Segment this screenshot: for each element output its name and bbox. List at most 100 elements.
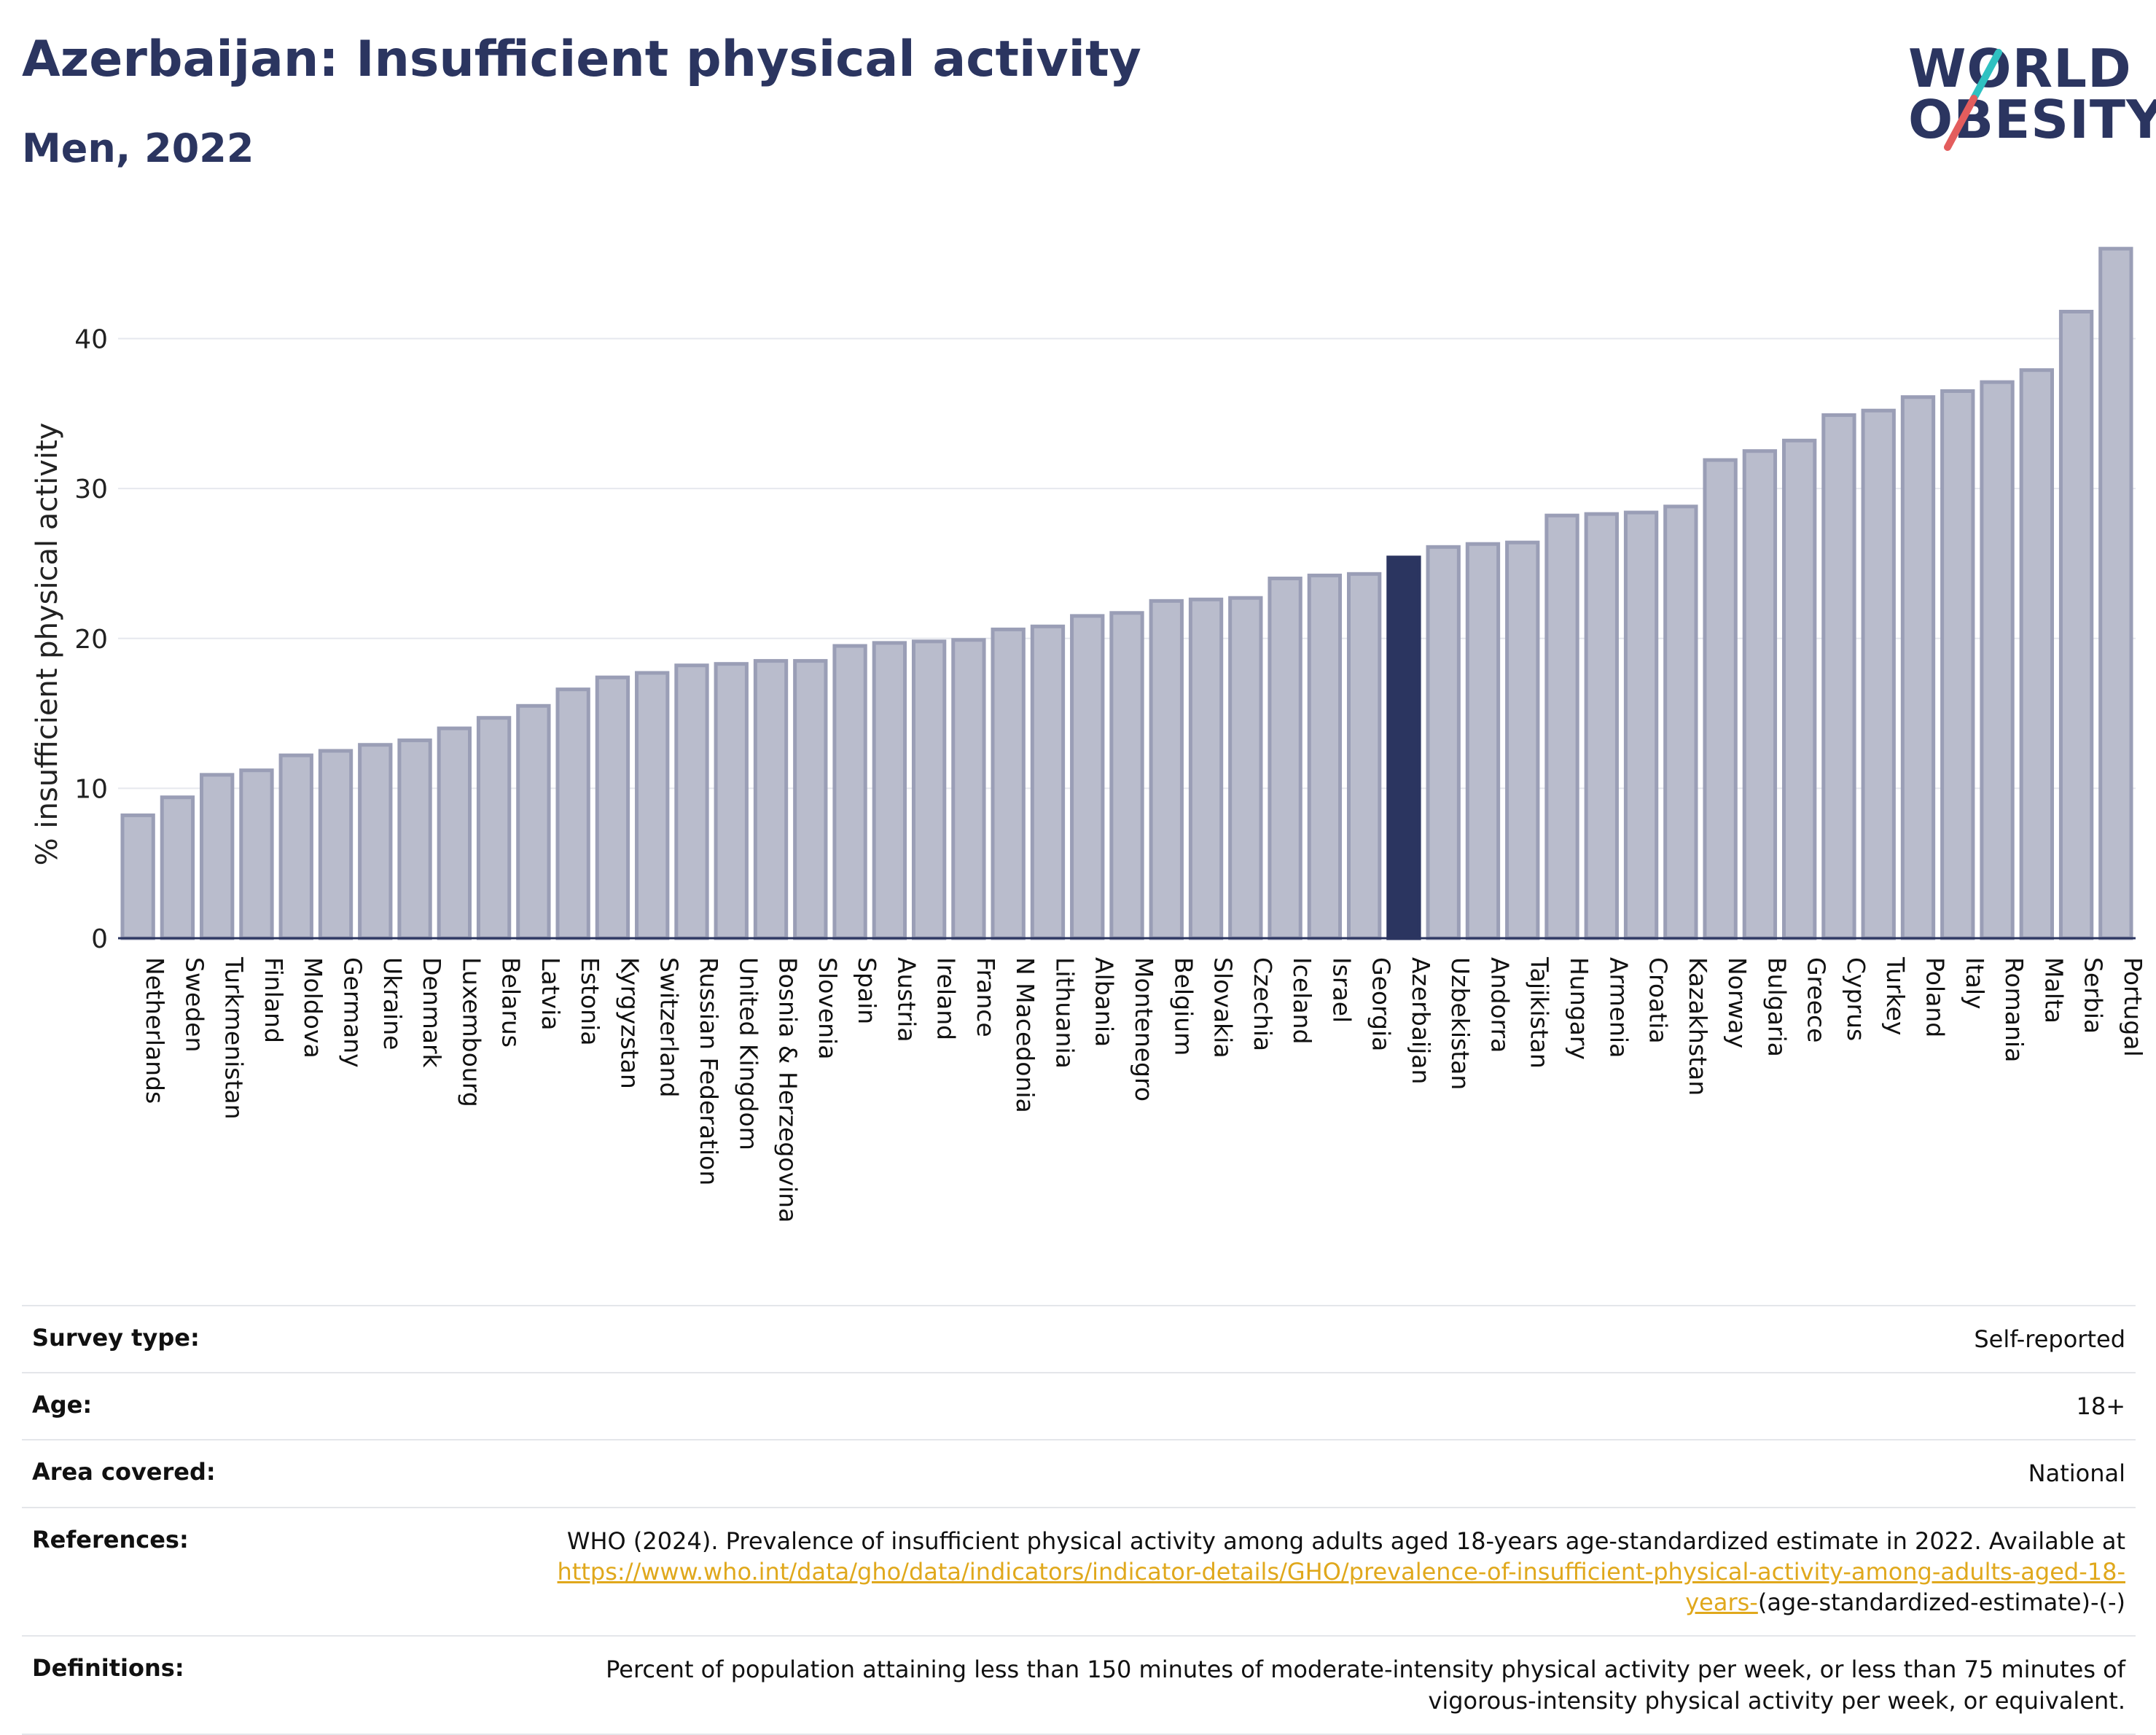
bar [595, 675, 630, 940]
x-tick-label: Slovakia [1209, 957, 1238, 1058]
logo-line-1: WORLD [1908, 38, 2132, 99]
x-tick-label: Uzbekistan [1446, 957, 1475, 1090]
age-label: Age: [32, 1391, 93, 1419]
x-tick-label: Azerbaijan [1407, 957, 1435, 1084]
bar [120, 813, 155, 940]
metadata-table: Survey type: Self-reported Age: 18+ Area… [22, 1305, 2136, 1735]
bar [1188, 597, 1224, 940]
x-tick-label: Malta [2039, 957, 2068, 1024]
bar [1544, 513, 1579, 940]
bar [278, 753, 313, 940]
x-tick-label: Turkmenistan [220, 956, 249, 1120]
bar [1465, 542, 1501, 940]
x-tick-label: Croatia [1644, 957, 1673, 1044]
x-tick-label: Lithuania [1050, 957, 1079, 1069]
bar-chart: 0 10 20 30 40 Netherlands Sweden Turkmenistan F… [31, 246, 2147, 1223]
x-tick-label: France [972, 957, 1000, 1037]
bar-highlighted [1386, 555, 1421, 940]
bar [793, 659, 828, 940]
x-tick-label: Albania [1090, 957, 1119, 1047]
bar [674, 663, 709, 940]
x-tick-label: Serbia [2079, 957, 2108, 1034]
bar [1980, 380, 2015, 940]
bar [911, 639, 947, 940]
reference-link[interactable]: https://www.who.int/data/gho/data/indica… [557, 1557, 2125, 1617]
x-tick-label: Luxembourg [457, 957, 485, 1107]
y-tick-label: 40 [74, 325, 108, 355]
bar [2098, 246, 2133, 940]
bar [358, 743, 393, 940]
x-tick-label: Austria [892, 957, 921, 1042]
bar [1149, 599, 1184, 940]
y-axis-title: % insufficient physical activity [31, 423, 64, 866]
x-tick-label: Latvia [536, 957, 565, 1030]
bar [397, 738, 432, 940]
meta-row-survey: Survey type: Self-reported [22, 1305, 2136, 1372]
bar [1703, 458, 1738, 940]
meta-row-references: References: WHO (2024). Prevalence of in… [22, 1506, 2136, 1636]
x-tick-label: United Kingdom [734, 957, 762, 1150]
bar [1584, 512, 1619, 940]
x-tick-label: Denmark [418, 957, 446, 1069]
x-tick-label: Belarus [497, 957, 526, 1048]
bar [1861, 408, 1896, 940]
meta-row-area: Area covered: National [22, 1439, 2136, 1506]
page-subtitle: Men, 2022 [22, 125, 254, 171]
x-tick-label: Tajikistan [1526, 956, 1554, 1069]
bar [1109, 611, 1144, 940]
x-tick-label: Sweden [180, 957, 208, 1052]
bar [1505, 540, 1540, 940]
bar [160, 795, 195, 940]
bar [1346, 572, 1382, 940]
bar [1940, 389, 1975, 940]
x-tick-label: Montenegro [1130, 957, 1158, 1102]
y-tick-label: 0 [91, 924, 108, 954]
x-tick-label: Armenia [1604, 957, 1633, 1058]
x-tick-label: Hungary [1565, 957, 1593, 1060]
references-label: References: [32, 1525, 189, 1553]
x-tick-label: Russian Federation [695, 957, 723, 1185]
x-tick-label: N Macedonia [1011, 957, 1039, 1113]
x-tick-label: Slovenia [813, 957, 842, 1059]
bar [1070, 614, 1105, 940]
bar [476, 716, 512, 940]
x-tick-label: Netherlands [141, 957, 169, 1104]
x-tick-label: Georgia [1367, 957, 1396, 1051]
bar [239, 768, 274, 940]
x-tick-label: Iceland [1288, 957, 1316, 1044]
bar [1900, 395, 1936, 940]
age-value: 18+ [2076, 1392, 2125, 1421]
y-tick-label: 20 [74, 625, 108, 655]
bar [1268, 577, 1302, 940]
x-tick-label: Italy [1961, 957, 1989, 1010]
x-tick-label: Poland [1921, 957, 1949, 1037]
x-tick-label: Switzerland [655, 957, 684, 1098]
x-tick-label: Turkey [1881, 956, 1910, 1035]
bar [437, 726, 472, 940]
x-tick-label: Spain [853, 957, 881, 1024]
x-tick-label: Belgium [1169, 957, 1198, 1056]
bar [635, 671, 670, 940]
bar [1663, 504, 1698, 940]
references-suffix: (age-standardized-estimate)-(-) [1757, 1588, 2125, 1617]
x-tick-label: Greece [1802, 957, 1831, 1042]
area-covered-label: Area covered: [32, 1458, 216, 1486]
references-text: WHO (2024). Prevalence of insufficient p… [566, 1527, 2125, 1555]
world-obesity-logo: WORLD OBESITY [1895, 29, 2156, 160]
definitions-label: Definitions: [32, 1654, 184, 1683]
x-tick-label: Portugal [2119, 957, 2147, 1057]
y-tick-label: 10 [74, 774, 108, 804]
x-tick-label: Kazakhstan [1684, 957, 1712, 1096]
x-tick-label: Norway [1723, 957, 1751, 1048]
x-tick-label: Czechia [1249, 957, 1277, 1051]
bar [714, 662, 749, 940]
bar [1623, 510, 1659, 940]
references-value: WHO (2024). Prevalence of insufficient p… [522, 1526, 2125, 1618]
bar [516, 703, 551, 940]
x-tick-label: Finland [259, 957, 288, 1043]
meta-row-definitions: Definitions: Percent of population attai… [22, 1635, 2136, 1735]
bar [555, 687, 590, 940]
x-tick-label: Ukraine [378, 957, 407, 1050]
y-axis-ticks: 0 10 20 30 40 [74, 325, 108, 955]
bar [2058, 309, 2094, 940]
